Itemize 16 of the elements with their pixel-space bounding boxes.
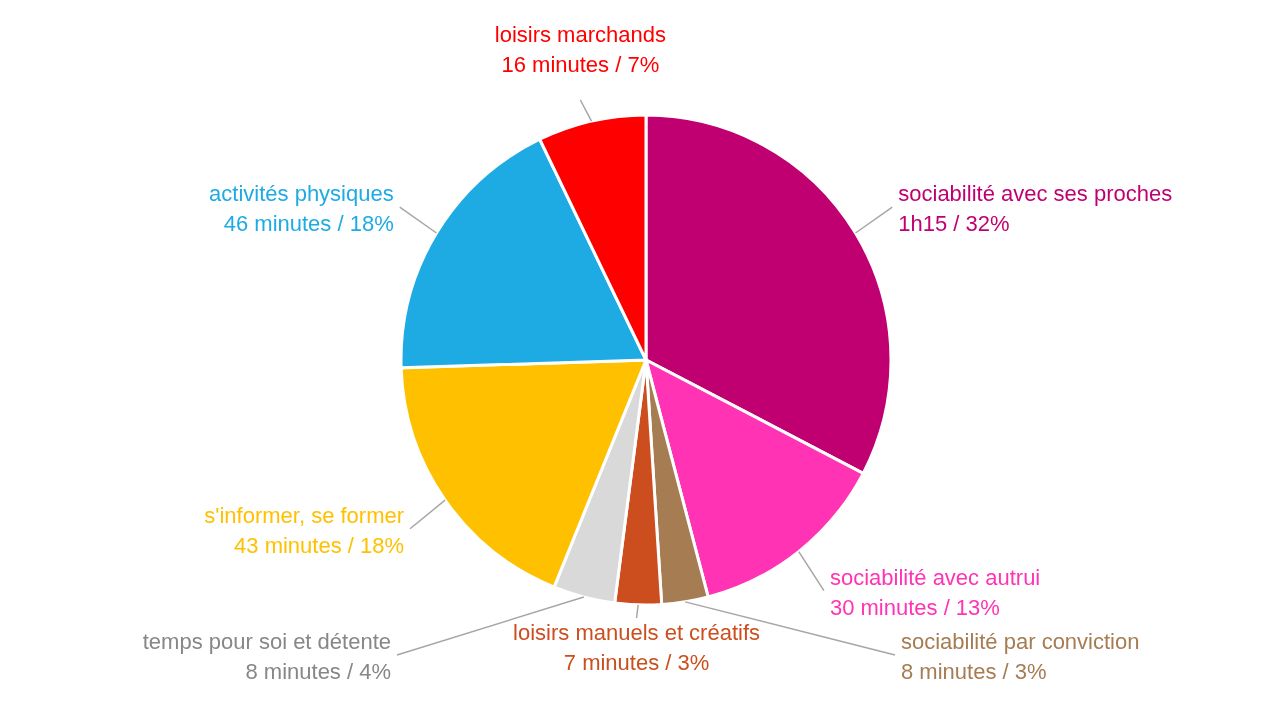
slice-label: s'informer, se former (204, 502, 405, 528)
data-label: 8 minutes / 3% (901, 659, 1047, 684)
slice-label: activités physiques (209, 181, 394, 207)
data-label: 8 minutes / 4% (245, 659, 391, 684)
slice-label: sociabilité par conviction (901, 629, 1140, 654)
data-label: 46 minutes / 18% (223, 211, 394, 237)
data-label: 1h15 / 32% (898, 211, 1010, 237)
slice-label: sociabilité avec autrui (829, 564, 1041, 590)
slice-label: loisirs marchands (494, 22, 666, 47)
slice-label: sociabilité avec ses proches (898, 181, 1173, 207)
data-label: 7 minutes / 3% (563, 650, 710, 675)
data-label: 43 minutes / 18% (234, 532, 405, 558)
data-label: 16 minutes / 7% (501, 52, 660, 77)
slice-label: loisirs manuels et créatifs (513, 620, 761, 645)
data-label: 30 minutes / 13% (829, 594, 1000, 620)
slice-label: temps pour soi et détente (142, 629, 391, 654)
